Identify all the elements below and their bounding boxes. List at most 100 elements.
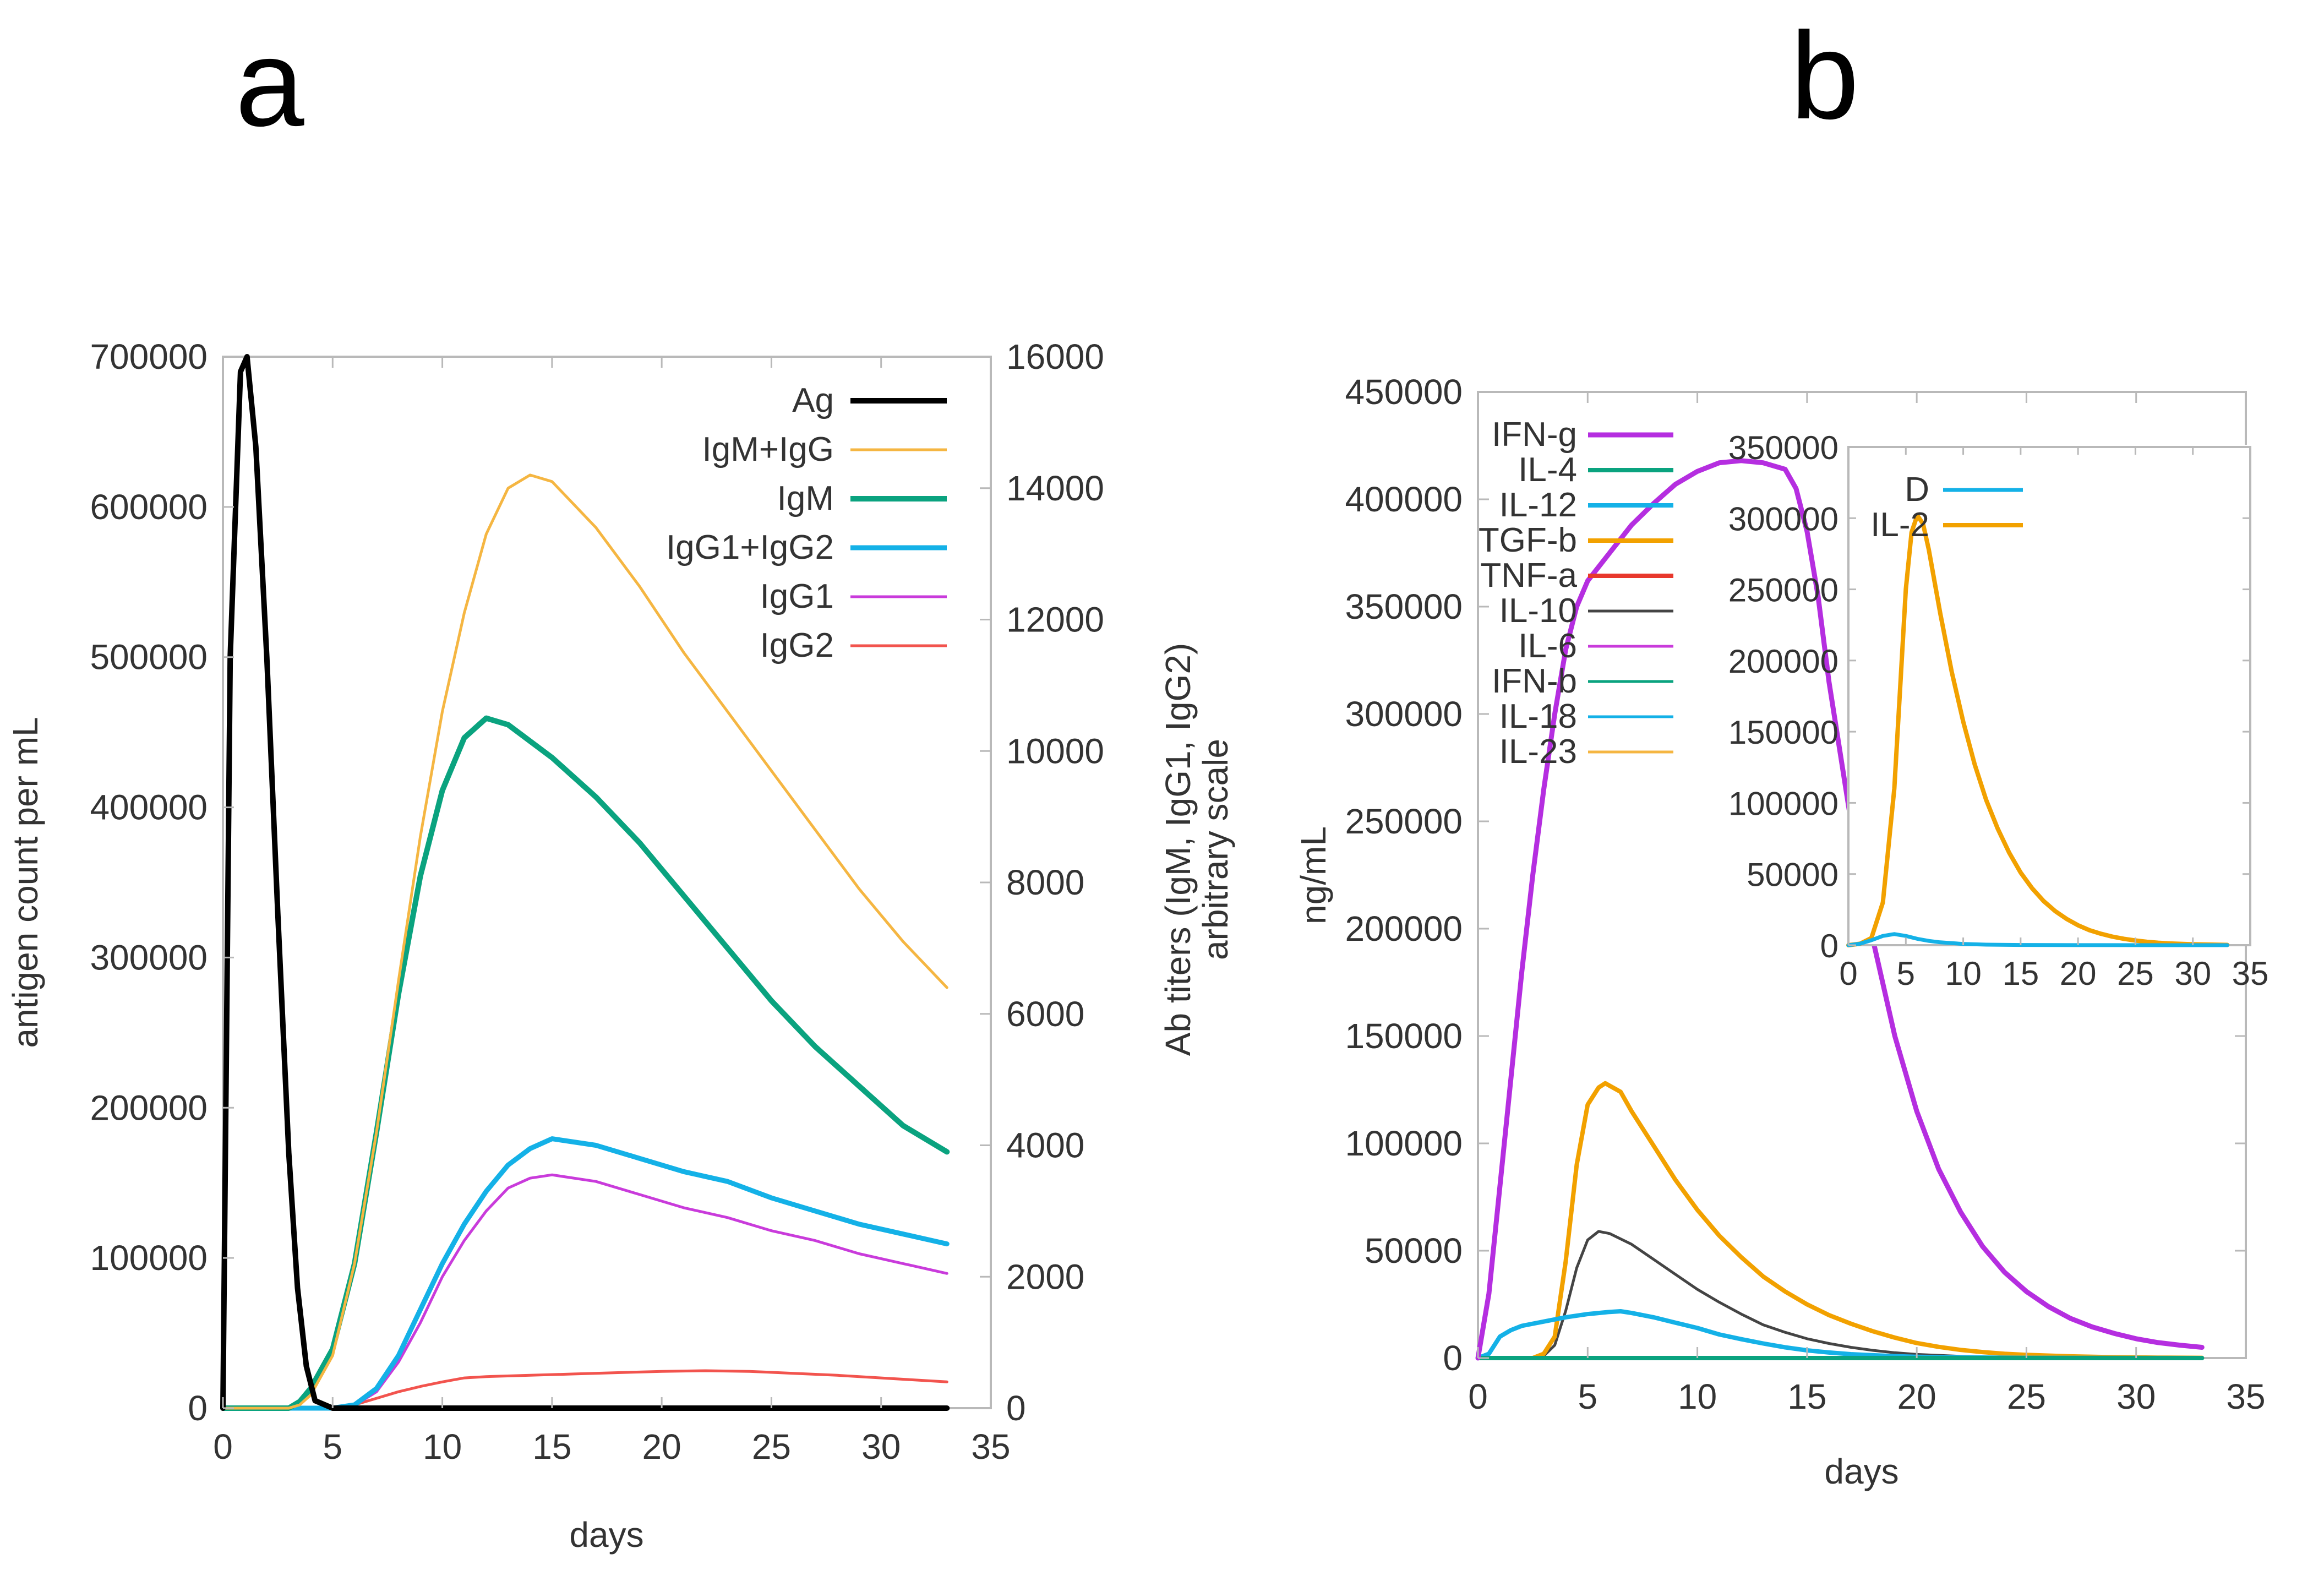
panel-b-inset-x-tick-label: 5 [1897, 955, 1915, 992]
panel-b-inset-y-tick-label: 250000 [1728, 572, 1839, 609]
panel-a-legend-label-igm: IgM [777, 479, 834, 517]
panel-b-inset-y-tick-label: 300000 [1728, 500, 1839, 537]
panel-a-y2-tick-label: 14000 [1006, 468, 1104, 508]
panel-b-series-line-il-12 [1476, 1309, 2205, 1360]
panel-a-y-tick-label: 200000 [90, 1088, 208, 1127]
panel-b-series-line-ifn-g [1475, 458, 2205, 1361]
panel-b-legend-label-il-12: IL-12 [1499, 486, 1577, 524]
panel-b-x-tick-label: 25 [2007, 1377, 2046, 1416]
panel-a-chart: 0 5 10 15 20 25 30 3501000002000003000004000005… [6, 337, 1235, 1555]
panel-a-series-line-igm [220, 715, 950, 1411]
panel-a-x-tick-label: 25 [752, 1427, 791, 1467]
panel-b-y-tick-label: 200000 [1345, 909, 1463, 948]
panel-a-y-tick-label: 600000 [90, 487, 208, 527]
panel-b-inset-y-tick-label: 50000 [1747, 857, 1839, 893]
panel-b-label: b [1790, 6, 1859, 145]
panel-b-chart: 0 5 10 15 20 25 30 35 0 50000 100000 150000 200000 25… [1294, 372, 2266, 1491]
panel-a-y-tick-label: 0 [188, 1388, 208, 1428]
panel-b-inset-y-tick-label: 100000 [1728, 785, 1839, 822]
panel-a-legend-label-igg1-igg2: IgG1+IgG2 [666, 528, 834, 566]
panel-a-y-axis-label: antigen count per mL [6, 717, 45, 1048]
panel-b-y-tick-label: 150000 [1345, 1016, 1463, 1056]
panel-b-legend-label-il-23: IL-23 [1499, 733, 1577, 771]
panel-b-x-tick-label: 35 [2226, 1377, 2265, 1416]
panel-b-legend-label-il-6: IL-6 [1518, 627, 1577, 665]
panel-a-x-tick-label: 10 [423, 1427, 462, 1467]
panel-b-inset-y-tick-label: 350000 [1728, 429, 1839, 466]
panel-a-y2-tick-label: 10000 [1006, 731, 1104, 771]
panel-a-y2-axis-label-line1: Ab titers (IgM, IgG1, IgG2) [1158, 643, 1198, 1056]
panel-b-y-tick-label: 400000 [1345, 479, 1463, 519]
panel-b-inset-series-line-d [1846, 932, 2229, 947]
panel-a-y2-axis-label-line2: arbitrary scale [1196, 739, 1235, 960]
panel-b-y-tick-label: 250000 [1345, 802, 1463, 841]
panel-b-legend-label-ifn-g: IFN-g [1492, 416, 1577, 454]
panel-a-y-tick-label: 400000 [90, 788, 208, 827]
panel-b-inset-x-tick-label: 20 [2060, 955, 2097, 992]
panel-b-y-tick-label: 0 [1443, 1338, 1463, 1378]
panel-b-x-tick-label: 20 [1897, 1377, 1936, 1416]
panel-a-y-tick-label: 700000 [90, 337, 208, 377]
panel-b-x-tick-label: 30 [2116, 1377, 2156, 1416]
panel-b-x-tick-label: 5 [1578, 1377, 1597, 1416]
panel-a-y-tick-label: 500000 [90, 637, 208, 677]
panel-b-series-line-tgf-b [1476, 1081, 2205, 1360]
panel-b-x-axis-label: days [1824, 1452, 1899, 1491]
panel-a-legend-label-igg1: IgG1 [760, 577, 834, 615]
panel-b-y-tick-label: 450000 [1345, 372, 1463, 412]
panel-b-inset-x-tick-label: 30 [2174, 955, 2211, 992]
panel-b-inset-x-tick-label: 15 [2002, 955, 2039, 992]
panel-a-y-tick-label: 100000 [90, 1238, 208, 1278]
panel-a-y2-tick-label: 0 [1006, 1388, 1026, 1428]
panel-a-series-line-igg2 [221, 1369, 948, 1410]
panel-b-inset-y-tick-label: 0 [1820, 928, 1839, 964]
panel-a-y-tick-label: 300000 [90, 937, 208, 977]
panel-a-y2-tick-label: 2000 [1006, 1257, 1084, 1296]
panel-b-inset-series-line-il-2 [1846, 513, 2230, 947]
panel-a-x-axis-label: days [569, 1515, 643, 1555]
panel-b-y-tick-label: 300000 [1345, 694, 1463, 734]
panel-b-inset-x-tick-label: 25 [2117, 955, 2154, 992]
panel-b-y-tick-label: 100000 [1345, 1124, 1463, 1163]
panel-a-x-tick-label: 0 [213, 1427, 233, 1467]
panel-b-inset-chart: 0 5 10 15 20 25 30 35 0 50000 100000 150000 200000 25… [1728, 429, 2269, 992]
panel-b-y-tick-label: 50000 [1365, 1231, 1463, 1271]
panel-a-series-line-ag [220, 354, 950, 1411]
panel-a-y2-tick-label: 16000 [1006, 337, 1104, 377]
panel-b-y-tick-label: 350000 [1345, 587, 1463, 626]
panel-b-legend-label-ifn-b: IFN-b [1492, 662, 1577, 700]
panel-a-legend-label-igg2: IgG2 [760, 626, 834, 664]
panel-b-inset-legend-label-il-2: IL-2 [1870, 506, 1929, 544]
panel-b-x-tick-label: 0 [1468, 1377, 1488, 1416]
panel-b-inset-legend-label-d: D [1905, 471, 1929, 509]
panel-b-y-axis-label: ng/mL [1294, 826, 1333, 924]
panel-b-legend-label-tnf-a: TNF-a [1480, 557, 1577, 595]
panel-a-x-tick-label: 35 [971, 1427, 1010, 1467]
panel-b-legend-label-il-4: IL-4 [1518, 451, 1577, 489]
panel-a-x-tick-label: 20 [642, 1427, 681, 1467]
panel-a-y2-tick-label: 4000 [1006, 1126, 1084, 1165]
panel-a-legend-label-igm-igg: IgM+IgG [702, 430, 834, 468]
panel-b-x-tick-label: 15 [1787, 1377, 1826, 1416]
panel-a-label: a [235, 13, 304, 152]
panel-a-y2-tick-label: 6000 [1006, 994, 1084, 1034]
panel-b-legend-label-tgf-b: TGF-b [1479, 521, 1577, 559]
panel-a-legend-label-ag: Ag [792, 381, 834, 419]
panel-b-series-line-il-10 [1476, 1230, 2203, 1360]
panel-a-x-tick-label: 5 [323, 1427, 342, 1467]
panel-b-inset-x-tick-label: 10 [1945, 955, 1982, 992]
panel-a-x-tick-label: 30 [861, 1427, 901, 1467]
panel-b-legend-label-il-18: IL-18 [1499, 697, 1577, 735]
panel-b-legend-label-il-10: IL-10 [1499, 592, 1577, 630]
panel-a-series-line-igm-igg [221, 473, 948, 1410]
panel-a-x-tick-label: 15 [532, 1427, 571, 1467]
panel-b-inset-y-tick-label: 200000 [1728, 643, 1839, 680]
panel-a-series-line-igg1-igg2 [220, 1136, 950, 1411]
panel-a-y2-tick-label: 8000 [1006, 863, 1084, 902]
panel-b-x-tick-label: 10 [1678, 1377, 1717, 1416]
panel-a-y2-tick-label: 12000 [1006, 600, 1104, 640]
panel-b-inset-x-tick-label: 0 [1839, 955, 1857, 992]
panel-b-inset-x-tick-label: 35 [2232, 955, 2269, 992]
panel-b-inset-y-tick-label: 150000 [1728, 714, 1839, 751]
